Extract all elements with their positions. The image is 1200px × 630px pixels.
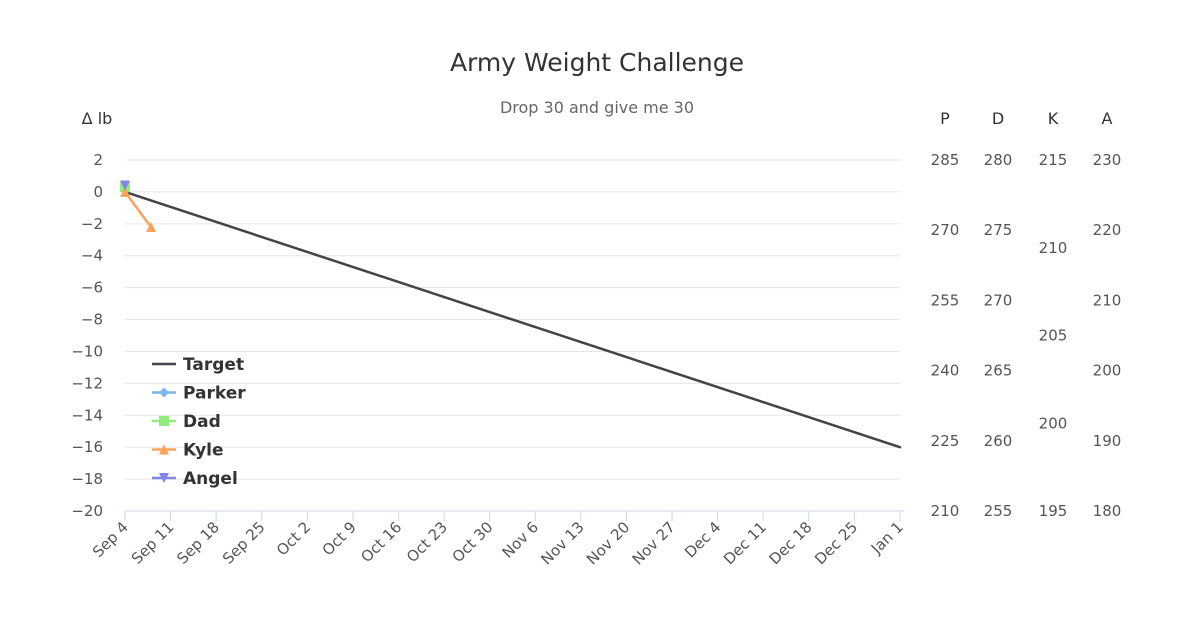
right-axis-tick-label: 275 [984,221,1013,239]
right-axis-tick-label: 205 [1039,327,1068,345]
legend-label-dad: Dad [183,412,221,432]
right-axis-tick-label: 200 [1039,414,1068,432]
x-tick-label: Oct 16 [357,518,405,566]
legend-marker-dad [159,416,169,426]
right-axis-tick-label: 190 [1093,432,1122,450]
x-tick-label: Jan 1 [867,518,907,558]
x-tick-label: Sep 11 [128,518,178,568]
data-point-angel [120,180,130,191]
legend-marker-angel [159,473,169,483]
series-line-kyle [123,190,153,229]
right-axis-tick-label: 200 [1093,362,1122,380]
right-axis-tick-label: 280 [984,151,1013,169]
y-tick-label: −20 [71,502,103,520]
x-tick-label: Oct 23 [403,518,451,566]
x-tick-label: Sep 25 [219,518,269,568]
data-point-kyle [120,186,130,197]
y-tick-label: −6 [81,279,103,297]
x-tick-label: Nov 13 [537,518,587,568]
right-axis-tick-label: 210 [1093,291,1122,309]
right-axis-tick-label: 255 [984,502,1013,520]
x-tick-label: Oct 9 [319,518,360,559]
right-axis-tick-label: 270 [931,221,960,239]
data-point-kyle [146,222,157,233]
y-tick-label: −4 [81,247,103,265]
right-axes: P 285 270 255 240 225 210 D 280 275 270 265 260 255 K 2… [931,109,1122,520]
right-axis-tick-label: 195 [1039,502,1068,520]
right-axis-tick-label: 265 [984,362,1013,380]
x-tick-label: Sep 4 [89,518,132,561]
y-tick-label: −16 [71,438,103,456]
legend-label-target: Target [183,355,244,375]
x-tick-label: Oct 2 [273,518,314,559]
right-axis-tick-label: 215 [1039,151,1068,169]
right-axis-tick-label: 260 [984,432,1013,450]
left-axis: 2 0 −2 −4 −6 −8 −10 −12 −14 −16 −18 −20 [71,151,103,520]
legend-marker-parker [159,387,169,398]
y-tick-label: −12 [71,374,103,392]
y-tick-label: −8 [81,311,103,329]
x-tick-label: Dec 11 [720,518,770,568]
right-axis-tick-label: 210 [1039,239,1068,257]
y-tick-label: 0 [93,183,103,201]
x-tick-label: Nov 6 [499,518,543,562]
legend-label-angel: Angel [183,469,238,489]
right-axis-tick-label: 270 [984,291,1013,309]
legend-label-parker: Parker [183,384,246,404]
x-tick-label: Sep 18 [173,518,223,568]
right-axis-tick-label: 230 [1093,151,1122,169]
x-tick-label: Nov 20 [583,518,633,568]
left-axis-title: Δ lb [82,109,113,128]
right-axis-title: P [940,109,950,128]
right-axis-tick-label: 220 [1093,221,1122,239]
right-axis-tick-label: 210 [931,502,960,520]
right-axis-tick-label: 255 [931,291,960,309]
right-axis-tick-label: 180 [1093,502,1122,520]
right-axis-title: A [1102,109,1113,128]
x-tick-label: Oct 30 [449,518,497,566]
series [120,180,902,449]
y-tick-label: −18 [71,470,103,488]
y-tick-label: 2 [93,151,103,169]
y-tick-label: −10 [71,342,103,360]
legend-marker-kyle [159,444,169,455]
right-axis-tick-label: 285 [931,151,960,169]
legend-label-kyle: Kyle [183,441,224,461]
right-axis-title: K [1048,109,1059,128]
right-axis-title: D [992,109,1004,128]
right-axis-tick-label: 225 [931,432,960,450]
chart-title: Army Weight Challenge [450,48,744,77]
x-tick-label: Dec 4 [681,518,724,561]
legend: Target Parker Dad Kyle Angel [152,355,246,489]
right-axis-tick-label: 240 [931,362,960,380]
series-line-target [123,190,902,449]
chart-subtitle: Drop 30 and give me 30 [500,98,694,117]
y-tick-label: −14 [71,406,103,424]
x-tick-label: Nov 27 [629,518,679,568]
grid [125,159,900,512]
y-tick-label: −2 [81,215,103,233]
x-tick-label: Dec 25 [811,518,861,568]
x-tick-label: Dec 18 [766,518,816,568]
